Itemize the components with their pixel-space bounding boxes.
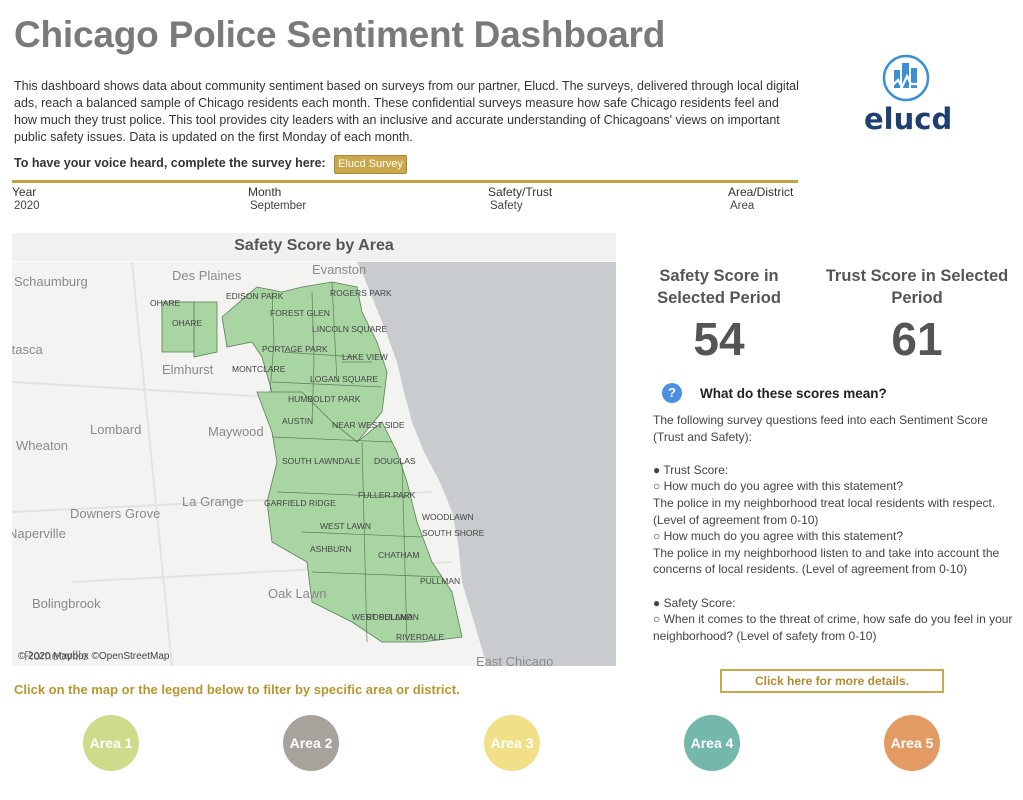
area-district-filter[interactable]: Area/District Area [728, 185, 793, 212]
map-credit: © 2020 Mapbox ©OpenStreetMap [18, 651, 170, 662]
page-title: Chicago Police Sentiment Dashboard [14, 14, 666, 55]
area-district-filter-value[interactable]: Area [730, 200, 755, 212]
help-title: What do these scores mean? [700, 386, 887, 401]
map-title: Safety Score by Area [12, 233, 616, 261]
elucd-survey-button[interactable]: Elucd Survey [334, 155, 407, 174]
help-line: The police in my neighborhood listen to … [653, 545, 1003, 577]
safety-score-value: 54 [693, 313, 745, 365]
year-filter-label: Year [12, 185, 37, 199]
voice-label: To have your voice heard, complete the s… [14, 156, 326, 170]
area-district-filter-label: Area/District [728, 185, 794, 199]
safety-score-title: Safety Score in Selected Period [657, 267, 781, 307]
lake-michigan [357, 262, 616, 666]
year-filter-value[interactable]: 2020 [14, 200, 40, 212]
help-line [653, 578, 1015, 595]
legend-area-3[interactable]: Area 3 [484, 715, 540, 771]
help-line: The following survey questions feed into… [653, 413, 992, 444]
help-line: ○ How much do you agree with this statem… [653, 479, 904, 494]
area-regions[interactable] [161, 281, 463, 643]
help-line: ○ When it comes to the threat of crime, … [653, 612, 1016, 643]
legend-area-4[interactable]: Area 4 [684, 715, 740, 771]
trust-score-title: Trust Score in Selected Period [825, 267, 1009, 307]
legend-area-5[interactable]: Area 5 [884, 715, 940, 771]
month-filter[interactable]: Month September [248, 185, 306, 212]
help-line: ● Safety Score: [653, 595, 736, 610]
question-icon: ? [662, 383, 682, 403]
legend-area-2[interactable]: Area 2 [283, 715, 339, 771]
safety-trust-filter-label: Safety/Trust [488, 185, 553, 199]
city-skyline-icon [882, 54, 930, 102]
filter-divider [12, 180, 798, 183]
help-text: The following survey questions feed into… [653, 412, 1015, 644]
logo-text: elucd [864, 102, 953, 136]
help-line: The police in my neighborhood treat loca… [653, 495, 999, 527]
help-line [653, 445, 1015, 462]
intro-text: This dashboard shows data about communit… [14, 79, 799, 144]
year-filter[interactable]: Year 2020 [12, 185, 40, 212]
map-canvas[interactable] [12, 262, 616, 666]
trust-score-value: 61 [891, 313, 943, 365]
legend-area-1[interactable]: Area 1 [83, 715, 139, 771]
filter-hint: Click on the map or the legend below to … [14, 682, 460, 697]
help-line: ● Trust Score: [653, 462, 729, 477]
help-line: ○ How much do you agree with this statem… [653, 529, 904, 544]
month-filter-label: Month [248, 185, 282, 199]
month-filter-value[interactable]: September [250, 200, 307, 212]
more-details-button[interactable]: Click here for more details. [720, 669, 944, 693]
safety-trust-filter[interactable]: Safety/Trust Safety [488, 185, 552, 212]
elucd-logo: elucd [864, 54, 954, 136]
safety-trust-filter-value[interactable]: Safety [490, 200, 523, 212]
